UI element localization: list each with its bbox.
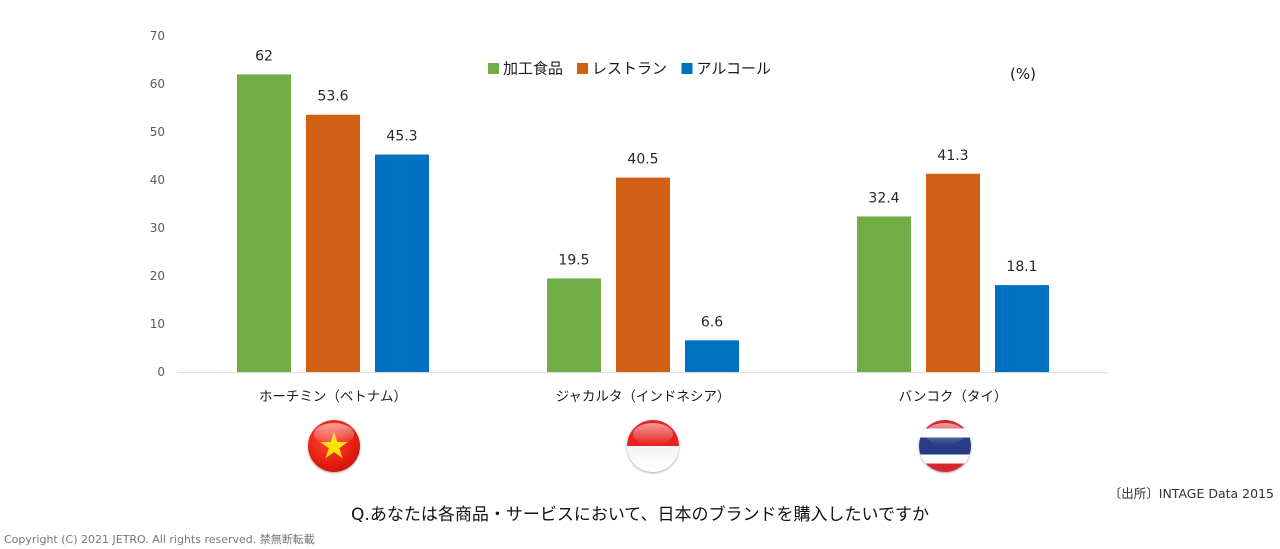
- y-tick-label: 30: [150, 221, 165, 235]
- vietnam-flag-icon: [308, 420, 360, 472]
- source-note: 〔出所〕INTAGE Data 2015: [1108, 486, 1274, 501]
- data-label: 6.6: [701, 314, 723, 330]
- legend-label: アルコール: [697, 60, 772, 78]
- bar: [375, 154, 429, 372]
- legend-label: レストラン: [592, 60, 667, 78]
- y-tick-label: 20: [150, 269, 165, 283]
- data-label: 45.3: [386, 129, 417, 145]
- data-label: 32.4: [868, 190, 899, 206]
- bar: [237, 74, 291, 373]
- legend-swatch: [488, 63, 499, 74]
- data-label: 40.5: [627, 152, 658, 168]
- unit-label: (%): [1010, 65, 1036, 83]
- data-label: 53.6: [317, 89, 348, 105]
- bar: [685, 340, 739, 372]
- bar: [995, 285, 1049, 372]
- thailand-flag-icon: [919, 420, 971, 472]
- copyright-notice: Copyright (C) 2021 JETRO. All rights res…: [4, 533, 315, 546]
- y-tick-label: 40: [150, 173, 165, 187]
- bar: [616, 177, 670, 372]
- y-tick-label: 70: [150, 29, 165, 43]
- category-label: バンコク（タイ）: [899, 389, 1008, 405]
- bar: [926, 173, 980, 372]
- data-label: 19.5: [558, 252, 589, 268]
- data-label: 41.3: [937, 148, 968, 164]
- legend-label: 加工食品: [503, 60, 563, 78]
- y-tick-label: 0: [157, 365, 165, 379]
- category-label: ホーチミン（ベトナム）: [259, 389, 407, 405]
- data-label: 62: [255, 48, 273, 64]
- y-tick-label: 60: [150, 77, 165, 91]
- indonesia-flag-icon: [627, 420, 679, 472]
- legend-swatch: [681, 63, 693, 74]
- category-label: ジャカルタ（インドネシア）: [556, 389, 731, 405]
- y-tick-label: 50: [150, 125, 165, 139]
- data-label: 18.1: [1006, 259, 1037, 275]
- bar: [547, 278, 601, 372]
- bar-chart: 0 10 20 30 40 50 60 70 62 53.6 45.3 ホーチミン（ベトナム） 19.5…: [150, 29, 1108, 405]
- y-tick-label: 10: [150, 317, 165, 331]
- bar: [306, 114, 360, 372]
- bar: [857, 216, 911, 372]
- legend-swatch: [577, 63, 588, 74]
- survey-question: Q.あなたは各商品・サービスにおいて、日本のブランドを購入したいですか: [351, 505, 929, 525]
